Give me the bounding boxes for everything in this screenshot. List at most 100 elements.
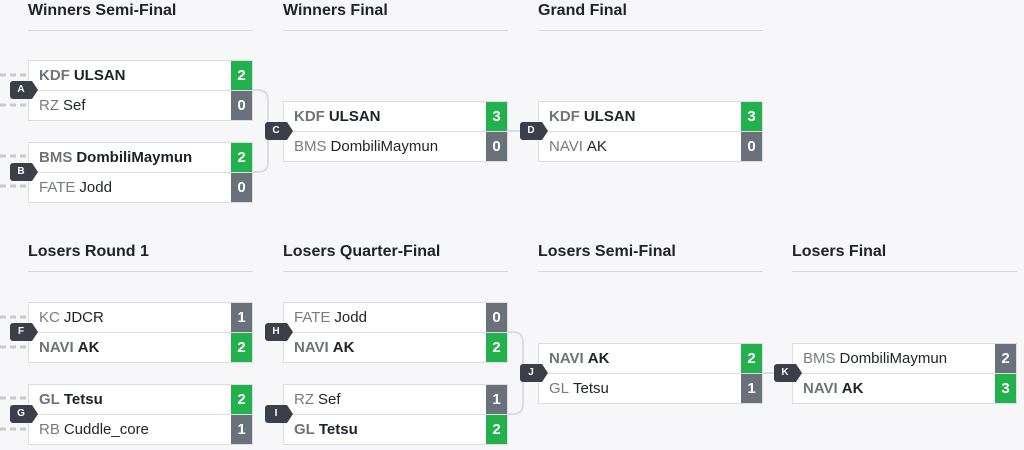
team-row[interactable]: RB Cuddle_core 1 (29, 414, 252, 444)
player-name: Tetsu (573, 380, 609, 397)
team-row[interactable]: FATE Jodd 0 (29, 172, 252, 202)
team-tag: FATE (294, 309, 331, 326)
team-tag: KDF (294, 108, 325, 125)
player-name: Cuddle_core (63, 421, 149, 438)
team-row[interactable]: KDF ULSAN 2 (29, 61, 252, 90)
player-name: ULSAN (328, 108, 381, 125)
team-row[interactable]: NAVI AK 0 (539, 131, 762, 161)
score: 3 (741, 102, 762, 131)
player-name: AK (586, 138, 607, 155)
team-tag: RZ (39, 97, 59, 114)
match-d[interactable]: KDF ULSAN 3 NAVI AK 0 (538, 101, 763, 162)
team-tag: NAVI (549, 138, 583, 155)
team-row[interactable]: GL Tetsu 1 (539, 373, 762, 403)
score: 0 (741, 132, 762, 161)
team-tag: BMS (39, 149, 73, 166)
score: 2 (231, 61, 252, 90)
match-label-badge: F (10, 323, 38, 341)
score: 2 (486, 415, 507, 444)
team-tag: FATE (39, 179, 76, 196)
team-row[interactable]: BMS DombiliMaymun 2 (793, 344, 1016, 373)
team-row[interactable]: BMS DombiliMaymun 2 (29, 143, 252, 172)
score: 2 (741, 344, 762, 373)
match-j[interactable]: NAVI AK 2 GL Tetsu 1 (538, 343, 763, 404)
team-tag: NAVI (549, 350, 584, 367)
team-row[interactable]: GL Tetsu 2 (29, 385, 252, 414)
player-name: Tetsu (63, 391, 103, 408)
header-winners-final: Winners Final (283, 2, 508, 31)
player-name: Jodd (334, 309, 367, 326)
player-name: Tetsu (318, 421, 358, 438)
player-name: Sef (63, 97, 86, 114)
header-losers-quarter-final: Losers Quarter-Final (283, 243, 508, 272)
player-name: DombiliMaymun (839, 350, 948, 367)
score: 3 (995, 374, 1016, 403)
header-winners-semi-final: Winners Semi-Final (28, 2, 253, 31)
match-label-badge: H (265, 323, 293, 341)
match-g[interactable]: GL Tetsu 2 RB Cuddle_core 1 (28, 384, 253, 445)
player-name: Jodd (79, 179, 112, 196)
score: 1 (231, 303, 252, 332)
header-losers-final: Losers Final (792, 243, 1017, 272)
match-label-badge: I (265, 405, 293, 423)
score: 2 (231, 333, 252, 362)
match-label-badge: J (520, 364, 548, 382)
team-tag: KDF (39, 67, 70, 84)
match-label-badge: G (10, 405, 38, 423)
team-row[interactable]: KDF ULSAN 3 (284, 102, 507, 131)
match-label-badge: B (10, 163, 38, 181)
team-tag: RB (39, 421, 60, 438)
team-tag: GL (549, 380, 570, 397)
team-tag: BMS (294, 138, 327, 155)
match-label-badge: K (774, 364, 802, 382)
team-row[interactable]: BMS DombiliMaymun 0 (284, 131, 507, 161)
score: 1 (231, 415, 252, 444)
player-name: DombiliMaymun (76, 149, 193, 166)
team-row[interactable]: FATE Jodd 0 (284, 303, 507, 332)
team-row[interactable]: NAVI AK 3 (793, 373, 1016, 403)
score: 0 (486, 303, 507, 332)
match-h[interactable]: FATE Jodd 0 NAVI AK 2 (283, 302, 508, 363)
team-tag: NAVI (39, 339, 74, 356)
team-row[interactable]: RZ Sef 0 (29, 90, 252, 120)
team-tag: BMS (803, 350, 836, 367)
match-label-badge: C (265, 122, 293, 140)
match-b[interactable]: BMS DombiliMaymun 2 FATE Jodd 0 (28, 142, 253, 203)
match-label-badge: D (520, 122, 548, 140)
team-row[interactable]: KDF ULSAN 3 (539, 102, 762, 131)
match-a[interactable]: KDF ULSAN 2 RZ Sef 0 (28, 60, 253, 121)
team-tag: GL (294, 421, 315, 438)
match-k[interactable]: BMS DombiliMaymun 2 NAVI AK 3 (792, 343, 1017, 404)
match-label-badge: A (10, 81, 38, 99)
team-tag: GL (39, 391, 60, 408)
score: 0 (231, 173, 252, 202)
header-grand-final: Grand Final (538, 2, 763, 31)
score: 1 (741, 374, 762, 403)
score: 1 (486, 385, 507, 414)
player-name: ULSAN (583, 108, 636, 125)
player-name: ULSAN (73, 67, 126, 84)
team-row[interactable]: NAVI AK 2 (284, 332, 507, 362)
team-row[interactable]: KC JDCR 1 (29, 303, 252, 332)
score: 2 (231, 143, 252, 172)
match-f[interactable]: KC JDCR 1 NAVI AK 2 (28, 302, 253, 363)
score: 0 (486, 132, 507, 161)
score: 3 (486, 102, 507, 131)
header-losers-round-1: Losers Round 1 (28, 243, 253, 272)
player-name: DombiliMaymun (330, 138, 439, 155)
team-tag: RZ (294, 391, 314, 408)
player-name: AK (587, 350, 610, 367)
team-row[interactable]: RZ Sef 1 (284, 385, 507, 414)
match-c[interactable]: KDF ULSAN 3 BMS DombiliMaymun 0 (283, 101, 508, 162)
team-row[interactable]: NAVI AK 2 (29, 332, 252, 362)
team-tag: NAVI (294, 339, 329, 356)
score: 0 (231, 91, 252, 120)
score: 2 (231, 385, 252, 414)
match-i[interactable]: RZ Sef 1 GL Tetsu 2 (283, 384, 508, 445)
team-tag: NAVI (803, 380, 838, 397)
player-name: AK (841, 380, 864, 397)
team-row[interactable]: NAVI AK 2 (539, 344, 762, 373)
team-row[interactable]: GL Tetsu 2 (284, 414, 507, 444)
header-losers-semi-final: Losers Semi-Final (538, 243, 763, 272)
score: 2 (486, 333, 507, 362)
